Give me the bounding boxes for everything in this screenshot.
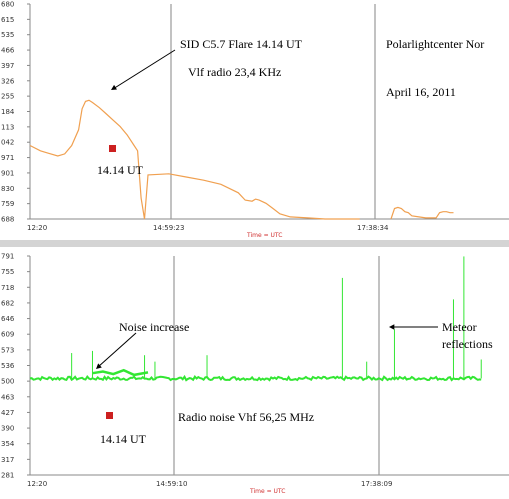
y-tick-label: 682 [1, 299, 14, 307]
y-tick-label: 573 [1, 346, 14, 354]
station-name: Polarlightcenter Nor [386, 37, 484, 51]
meteor-arrowhead [389, 324, 395, 330]
y-tick-label: 255 [1, 93, 14, 101]
y-tick-label: 718 [1, 284, 14, 292]
noise-arrow [97, 332, 137, 368]
vhf-frequency-label: Radio noise Vhf 56,25 MHz [178, 410, 314, 424]
x-tick-label: 12:20 [27, 224, 47, 232]
x-axis-label: Time = UTC [246, 232, 282, 239]
marker-time-label: 14.14 UT [100, 432, 147, 446]
noise-increase-segment [92, 368, 149, 377]
y-tick-label: 390 [1, 425, 14, 433]
y-tick-label: 536 [1, 362, 15, 370]
noise-annotation: Noise increase [119, 320, 189, 334]
vlf-chart: 680 615 535 466 397 326 255 184 113 042 971 901 830 7… [1, 1, 509, 239]
y-tick-label: 609 [1, 331, 14, 339]
event-marker [106, 412, 113, 419]
y-tick-label: 971 [1, 154, 14, 162]
y-tick-label: 326 [1, 77, 15, 85]
y-tick-label: 281 [1, 472, 14, 480]
y-tick-label: 535 [1, 31, 14, 39]
y-tick-label: 500 [1, 378, 14, 386]
y-tick-label: 113 [1, 123, 14, 131]
vlf-frequency-label: Vlf radio 23,4 KHz [188, 65, 281, 79]
vhf-chart: 791 755 718 682 646 609 573 536 500 463 427 390 354 3… [1, 253, 509, 495]
y-tick-label: 755 [1, 268, 14, 276]
y-tick-label: 901 [1, 169, 14, 177]
x-axis-label: Time = UTC [249, 488, 285, 495]
marker-time-label: 14.14 UT [97, 163, 144, 177]
vlf-series-line [29, 99, 360, 220]
x-tick-label: 12:20 [27, 480, 47, 488]
meteor-annotation-line2: reflections [442, 337, 493, 351]
x-tick-label: 17:38:34 [357, 224, 389, 232]
y-tick-label: 830 [1, 185, 14, 193]
panel-separator [0, 240, 509, 247]
meteor-annotation-line1: Meteor [442, 320, 477, 334]
y-tick-label: 397 [1, 62, 14, 70]
y-tick-label: 615 [1, 16, 14, 24]
y-tick-label: 688 [1, 216, 14, 224]
vhf-chart-panel: 791 755 718 682 646 609 573 536 500 463 427 390 354 3… [0, 247, 509, 499]
y-tick-label: 680 [1, 1, 14, 9]
y-tick-label: 646 [1, 315, 15, 323]
vlf-series-line [390, 206, 454, 220]
y-tick-label: 759 [1, 200, 14, 208]
y-tick-label: 463 [1, 393, 14, 401]
event-marker [109, 145, 116, 152]
y-tick-label: 354 [1, 440, 15, 448]
y-tick-label: 791 [1, 253, 14, 261]
flare-annotation: SID C5.7 Flare 14.14 UT [180, 37, 303, 51]
y-tick-label: 317 [1, 456, 14, 464]
noise-arrowhead [96, 363, 102, 369]
flare-arrowhead [111, 84, 117, 90]
vhf-series-line [29, 374, 482, 382]
y-tick-label: 184 [1, 108, 15, 116]
y-tick-label: 042 [1, 139, 14, 147]
x-tick-label: 14:59:23 [153, 224, 184, 232]
y-tick-label: 466 [1, 47, 15, 55]
x-tick-label: 14:59:10 [156, 480, 187, 488]
y-tick-label: 427 [1, 409, 14, 417]
vlf-chart-panel: 680 615 535 466 397 326 255 184 113 042 971 901 830 7… [0, 0, 509, 240]
x-tick-label: 17:38:09 [361, 480, 392, 488]
flare-arrow [112, 49, 176, 90]
date-label: April 16, 2011 [386, 85, 456, 99]
